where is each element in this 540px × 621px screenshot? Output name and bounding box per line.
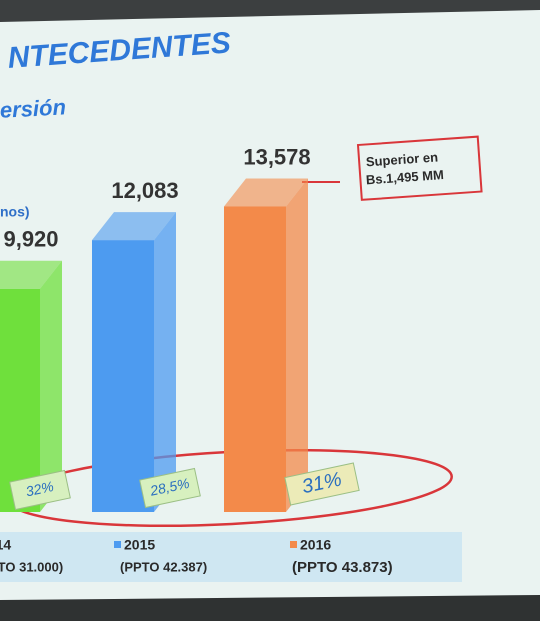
- value-label: 12,083: [111, 178, 178, 203]
- value-label: 13,578: [243, 144, 310, 169]
- chart: NTECEDENTES ersión nos) Superior en Bs.1…: [0, 0, 540, 621]
- value-label: 9,920: [3, 227, 58, 252]
- bar-side: [154, 212, 176, 512]
- legend-label: 2014: [0, 537, 11, 553]
- bar-side: [286, 178, 308, 512]
- unit-note: nos): [0, 204, 30, 220]
- budget-label: (PPTO 42.387): [120, 559, 207, 574]
- legend-swatch: [114, 541, 121, 548]
- legend-label: 2016: [300, 537, 331, 553]
- bar: [92, 240, 154, 512]
- legend-strip: [0, 532, 462, 582]
- legend-label: 2015: [124, 537, 155, 553]
- bar: [224, 206, 286, 512]
- budget-label: (PPTO 43.873): [292, 559, 393, 576]
- budget-label: (PPTO 31.000): [0, 559, 63, 574]
- subtitle: ersión: [0, 94, 67, 122]
- legend-swatch: [290, 541, 297, 548]
- page: {"chart_data": {"type": "bar", "title": …: [0, 0, 540, 621]
